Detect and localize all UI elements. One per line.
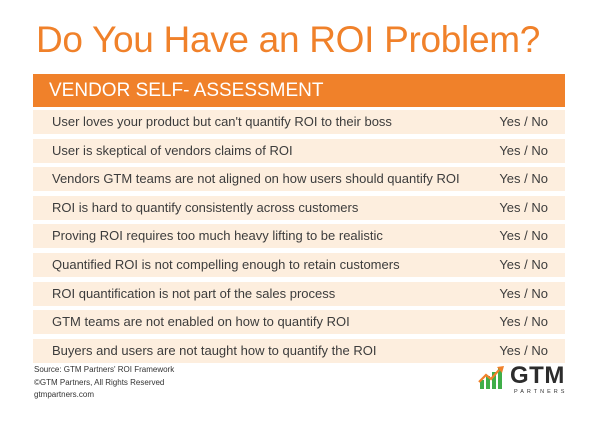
- footer-copyright: ©GTM Partners, All Rights Reserved: [34, 377, 165, 387]
- assessment-row: Vendors GTM teams are not aligned on how…: [33, 167, 565, 192]
- footer: Source: GTM Partners' ROI Framework ©GTM…: [34, 364, 174, 402]
- logo-name: GTM: [510, 362, 565, 389]
- gtm-partners-logo: GTM PARTNERS: [478, 360, 578, 404]
- assessment-question: Proving ROI requires too much heavy lift…: [52, 228, 383, 244]
- assessment-answer: Yes / No: [499, 199, 548, 215]
- footer-website: gtmpartners.com: [34, 390, 95, 399]
- assessment-answer: Yes / No: [499, 114, 548, 129]
- assessment-answer: Yes / No: [499, 342, 548, 358]
- assessment-question: ROI is hard to quantify consistently acr…: [52, 199, 359, 215]
- bar-chart-arrow-icon: [478, 366, 504, 389]
- assessment-answer: Yes / No: [499, 285, 548, 301]
- footer-source: Source: GTM Partners' ROI Framework: [34, 365, 175, 374]
- assessment-header: VENDOR SELF- ASSESSMENT: [33, 74, 565, 107]
- assessment-row: Buyers and users are not taught how to q…: [33, 338, 565, 363]
- assessment-row: User is skeptical of vendors claims of R…: [33, 138, 565, 163]
- assessment-answer: Yes / No: [499, 228, 548, 244]
- assessment-question: User loves your product but can't quanti…: [52, 114, 392, 129]
- assessment-answer: Yes / No: [499, 171, 548, 187]
- assessment-question: ROI quantification is not part of the sa…: [52, 285, 336, 301]
- page-title: Do You Have an ROI Problem?: [36, 19, 541, 60]
- assessment-question: User is skeptical of vendors claims of R…: [52, 142, 293, 158]
- assessment-question: Quantified ROI is not compelling enough …: [52, 256, 400, 272]
- assessment-row: Proving ROI requires too much heavy lift…: [33, 224, 565, 249]
- assessment-question: Buyers and users are not taught how to q…: [52, 342, 377, 358]
- assessment-row: User loves your product but can't quanti…: [33, 110, 565, 134]
- assessment-row: ROI is hard to quantify consistently acr…: [33, 195, 565, 220]
- assessment-row: Quantified ROI is not compelling enough …: [33, 252, 565, 277]
- assessment-answer: Yes / No: [499, 314, 548, 330]
- assessment-list: User loves your product but can't quanti…: [33, 110, 565, 367]
- assessment-answer: Yes / No: [499, 256, 548, 272]
- assessment-answer: Yes / No: [499, 142, 548, 158]
- logo-tagline: PARTNERS: [514, 389, 568, 395]
- assessment-question: Vendors GTM teams are not aligned on how…: [52, 171, 460, 187]
- assessment-row: GTM teams are not enabled on how to quan…: [33, 310, 565, 335]
- assessment-row: ROI quantification is not part of the sa…: [33, 281, 565, 306]
- assessment-question: GTM teams are not enabled on how to quan…: [52, 314, 350, 330]
